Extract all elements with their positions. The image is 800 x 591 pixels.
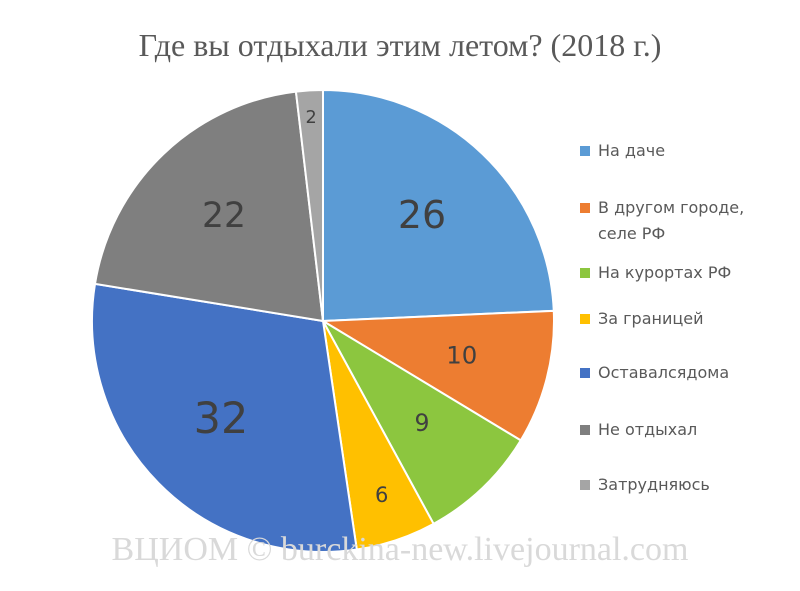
legend-swatch (580, 203, 590, 213)
legend-label: На даче (598, 141, 666, 160)
data-label: 6 (375, 482, 388, 507)
pie-slice (320, 318, 523, 526)
legend-item: Оставалсядома (580, 362, 788, 386)
pie-slice (322, 88, 555, 323)
data-label: 2 (305, 108, 316, 128)
legend-swatch (580, 146, 590, 156)
pie-slice (319, 309, 555, 442)
legend-label: Оставалсядома (598, 363, 730, 382)
legend-label: На курортах РФ (598, 263, 732, 282)
legend-item: В другом городе, селе РФ (580, 197, 788, 247)
legend-swatch (580, 425, 590, 435)
legend-item: За границей (580, 308, 788, 332)
legend-swatch (580, 368, 590, 378)
legend-label: Не отдыхал (598, 420, 698, 439)
legend-label: За границей (598, 309, 704, 328)
data-label: 26 (398, 193, 446, 237)
legend-item: На даче (580, 140, 788, 164)
data-label: 10 (446, 340, 477, 369)
legend-item: На курортах РФ (580, 262, 788, 286)
legend-label: Затрудняюсь (598, 475, 710, 494)
data-label: 22 (202, 196, 246, 236)
legend-swatch (580, 480, 590, 490)
data-label: 32 (194, 394, 249, 444)
chart-title: Где вы отдыхали этим летом? (2018 г.) (139, 27, 662, 63)
pie-slice (93, 90, 325, 323)
data-label: 9 (415, 409, 430, 437)
pie-slice (91, 282, 358, 553)
legend-label: В другом городе, селе РФ (598, 198, 745, 243)
legend-swatch (580, 314, 590, 324)
legend-swatch (580, 268, 590, 278)
watermark: ВЦИОМ © burckina-new.livejournal.com (112, 531, 689, 568)
legend-item: Затрудняюсь (580, 474, 788, 498)
legend-item: Не отдыхал (580, 419, 788, 443)
pie-slice (294, 88, 324, 322)
